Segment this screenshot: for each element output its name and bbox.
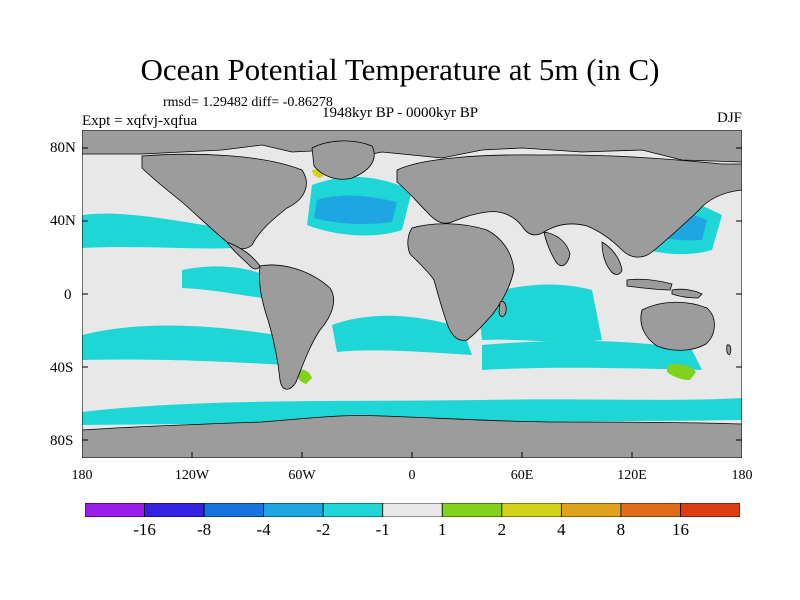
anomaly-indian-ocean [477,284,602,342]
lon-label-60e: 60E [510,468,534,483]
colorbar-swatch [441,503,503,517]
colorbar-label: -16 [133,520,156,539]
anomaly-east-pacific [182,266,282,300]
land-arctic-band [82,130,742,163]
chart-title: Ocean Potential Temperature at 5m (in C) [140,52,660,87]
lon-label-120e: 120E [617,468,647,483]
colorbar-label: 16 [671,520,689,539]
colorbar-swatch [501,503,562,517]
colorbar-swatch [85,503,145,517]
lon-label-120w: 120W [174,468,210,483]
colorbar-label: 8 [616,520,626,539]
colorbar-swatch [203,503,265,517]
lat-label-40n: 40N [50,213,76,229]
colorbar-label: -4 [256,520,271,539]
colorbar [85,503,740,517]
land-madagascar [498,301,507,317]
season-label: DJF [716,110,742,126]
anomaly-southern-ocean [82,398,742,425]
lon-label-0: 0 [408,468,416,483]
colorbar-label: 2 [497,520,507,539]
period-label: 1948kyr BP - 0000kyr BP [322,105,479,121]
anomaly-warm-argentina [296,369,312,384]
colorbar-label: -2 [316,520,331,539]
colorbar-label: -8 [196,520,212,539]
lat-label-80s: 80S [50,433,74,449]
lat-label-eq: 0 [64,287,72,303]
lon-label-60w: 60W [288,468,316,483]
anomaly-south-indian [482,340,702,370]
land-india [543,231,571,267]
land-layer [82,130,742,458]
anomaly-south-pacific [82,325,287,365]
land-europe-asia [396,154,742,258]
lon-label-180e: 180 [731,468,753,483]
colorbar-label: -1 [375,520,390,539]
colorbar-swatch [263,503,324,517]
anomaly-south-atlantic [332,315,472,355]
land-new-guinea [671,288,703,299]
land-north-america [141,153,307,250]
anomaly-warm-australia [667,363,696,380]
colorbar-swatch [382,503,443,517]
colorbar-swatch [680,503,740,517]
anomaly-north-pacific [82,213,232,249]
lat-label-40s: 40S [50,360,74,376]
colorbar-label: 4 [557,520,566,539]
colorbar-swatch [620,503,681,517]
land-australia [640,301,715,351]
land-africa [407,223,515,341]
colorbar-swatch [560,503,622,517]
colorbar-swatch [322,503,384,517]
tick-marks [82,147,742,458]
lon-label-180w: 180 [71,468,93,483]
stats-label: rmsd= 1.29482 diff= -0.86278 [163,95,333,110]
ocean-temperature-map [82,130,742,458]
land-south-america [259,264,334,390]
land-greenland [311,140,375,180]
anomaly-north-atlantic-core [314,195,397,225]
land-new-zealand [726,344,732,355]
land-antarctica [82,415,742,458]
experiment-label: Expt = xqfvj-xqfua [82,113,198,129]
colorbar-swatch [144,503,205,517]
land-indonesia [626,278,673,291]
colorbar-label: 1 [438,520,447,539]
lat-label-80n: 80N [50,140,76,156]
land-central-america [226,241,261,270]
land-southeast-asia [601,241,623,275]
